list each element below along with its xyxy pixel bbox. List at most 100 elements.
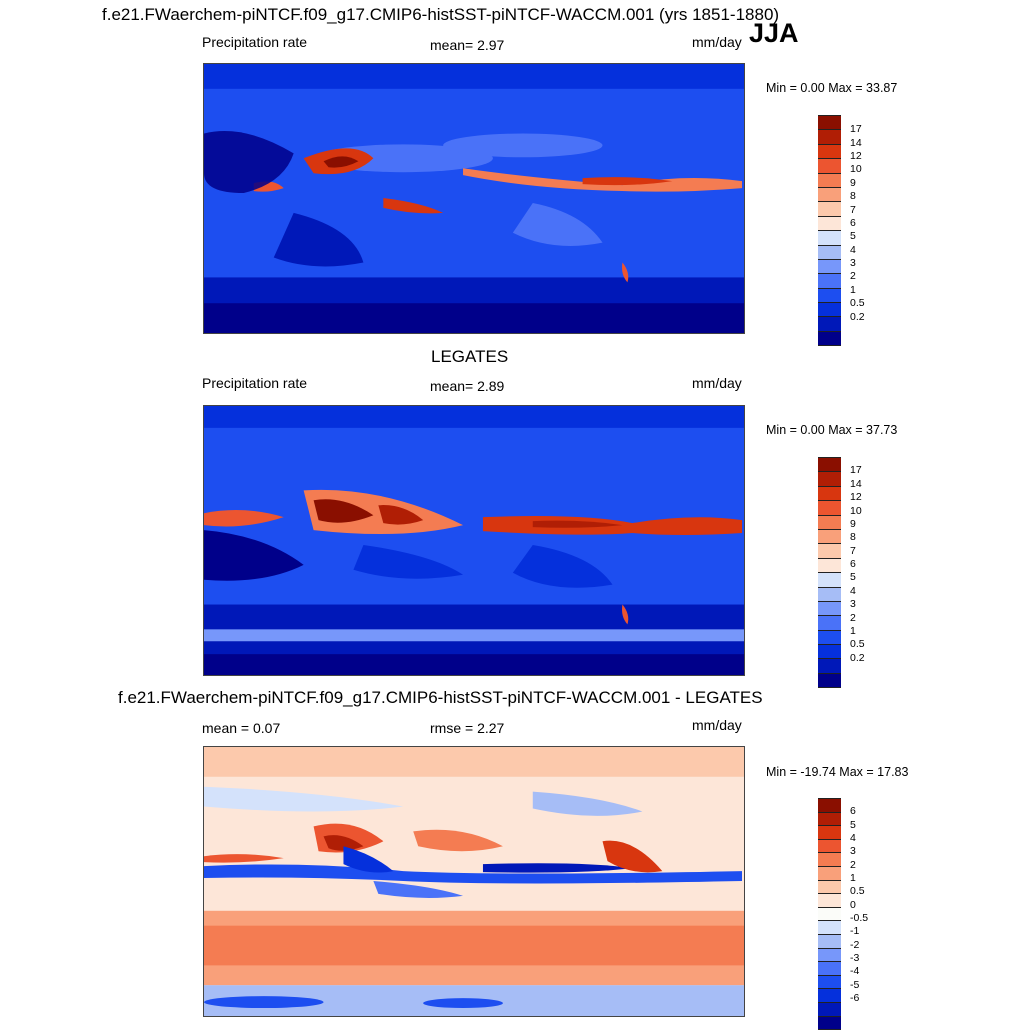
colorbar-label: 17 [850, 465, 862, 476]
colorbar-swatch [818, 302, 841, 316]
colorbar-label: -5 [850, 980, 859, 991]
colorbar-label: 0.5 [850, 886, 865, 897]
colorbar-swatch [818, 673, 841, 688]
colorbar-swatch [818, 587, 841, 601]
colorbar-swatch [818, 839, 841, 853]
colorbar-swatch [818, 630, 841, 644]
colorbar-swatch [818, 486, 841, 500]
panel-2-left-label: Precipitation rate [202, 375, 307, 391]
panel-3-units: mm/day [692, 717, 742, 733]
season-label: JJA [749, 18, 799, 49]
colorbar-label: 5 [850, 572, 856, 583]
colorbar-label: 14 [850, 138, 862, 149]
colorbar-label: -2 [850, 940, 859, 951]
panel-3-colorbar [818, 798, 841, 1030]
colorbar-label: 1 [850, 626, 856, 637]
colorbar-label: 4 [850, 833, 856, 844]
colorbar-label: 3 [850, 599, 856, 610]
panel-2-colorbar [818, 457, 841, 688]
colorbar-label: 12 [850, 151, 862, 162]
panel-2-minmax: Min = 0.00 Max = 37.73 [766, 423, 897, 437]
colorbar-label: 1 [850, 285, 856, 296]
panel-1-colorbar [818, 115, 841, 346]
colorbar-swatch [818, 115, 841, 129]
colorbar-swatch [818, 572, 841, 586]
colorbar-label: 3 [850, 258, 856, 269]
colorbar-swatch [818, 230, 841, 244]
colorbar-label: 0 [850, 900, 856, 911]
colorbar-swatch [818, 658, 841, 672]
colorbar-swatch [818, 187, 841, 201]
panel-2-units: mm/day [692, 375, 742, 391]
colorbar-swatch [818, 866, 841, 880]
colorbar-swatch [818, 288, 841, 302]
colorbar-swatch [818, 880, 841, 894]
colorbar-swatch [818, 201, 841, 215]
colorbar-swatch [818, 316, 841, 330]
colorbar-label: 6 [850, 218, 856, 229]
panel-3-rmse: rmse = 2.27 [430, 720, 504, 736]
colorbar-swatch [818, 852, 841, 866]
colorbar-label: -3 [850, 953, 859, 964]
colorbar-swatch [818, 471, 841, 485]
panel-3-mean: mean = 0.07 [202, 720, 280, 736]
colorbar-swatch [818, 515, 841, 529]
colorbar-label: 2 [850, 613, 856, 624]
colorbar-label: 14 [850, 479, 862, 490]
colorbar-swatch [818, 543, 841, 557]
colorbar-swatch [818, 798, 841, 812]
colorbar-label: 7 [850, 205, 856, 216]
panel-1-mean: mean= 2.97 [430, 37, 504, 53]
colorbar-label: 5 [850, 231, 856, 242]
colorbar-swatch [818, 173, 841, 187]
colorbar-swatch [818, 961, 841, 975]
colorbar-swatch [818, 500, 841, 514]
colorbar-swatch [818, 144, 841, 158]
panel-2-map [203, 405, 745, 676]
colorbar-label: 12 [850, 492, 862, 503]
colorbar-swatch [818, 457, 841, 471]
colorbar-swatch [818, 825, 841, 839]
panel-2-title: LEGATES [431, 347, 508, 367]
colorbar-label: 1 [850, 873, 856, 884]
colorbar-swatch [818, 601, 841, 615]
colorbar-label: 9 [850, 178, 856, 189]
colorbar-label: 9 [850, 519, 856, 530]
colorbar-label: -4 [850, 966, 859, 977]
colorbar-label: 7 [850, 546, 856, 557]
colorbar-swatch [818, 615, 841, 629]
colorbar-swatch [818, 558, 841, 572]
panel-1-map [203, 63, 745, 334]
colorbar-label: -0.5 [850, 913, 868, 924]
colorbar-label: 10 [850, 164, 862, 175]
panel-1-units: mm/day [692, 34, 742, 50]
panel-3-minmax: Min = -19.74 Max = 17.83 [766, 765, 908, 779]
panel-1-left-label: Precipitation rate [202, 34, 307, 50]
colorbar-label: 5 [850, 820, 856, 831]
colorbar-swatch [818, 812, 841, 826]
colorbar-label: 8 [850, 532, 856, 543]
colorbar-swatch [818, 920, 841, 934]
panel-3-map [203, 746, 745, 1017]
colorbar-label: 2 [850, 860, 856, 871]
colorbar-swatch [818, 934, 841, 948]
panel-1-title: f.e21.FWaerchem-piNTCF.f09_g17.CMIP6-his… [102, 5, 779, 25]
panel-1-minmax: Min = 0.00 Max = 33.87 [766, 81, 897, 95]
colorbar-label: 0.2 [850, 653, 865, 664]
colorbar-label: 0.2 [850, 312, 865, 323]
colorbar-swatch [818, 907, 841, 921]
colorbar-label: 3 [850, 846, 856, 857]
colorbar-swatch [818, 644, 841, 658]
panel-2-mean: mean= 2.89 [430, 378, 504, 394]
colorbar-swatch [818, 948, 841, 962]
colorbar-swatch [818, 1002, 841, 1016]
colorbar-swatch [818, 273, 841, 287]
colorbar-label: -1 [850, 926, 859, 937]
colorbar-label: 10 [850, 506, 862, 517]
colorbar-swatch [818, 158, 841, 172]
colorbar-label: 2 [850, 271, 856, 282]
colorbar-label: 0.5 [850, 298, 865, 309]
colorbar-label: 4 [850, 245, 856, 256]
colorbar-label: 6 [850, 806, 856, 817]
colorbar-swatch [818, 245, 841, 259]
